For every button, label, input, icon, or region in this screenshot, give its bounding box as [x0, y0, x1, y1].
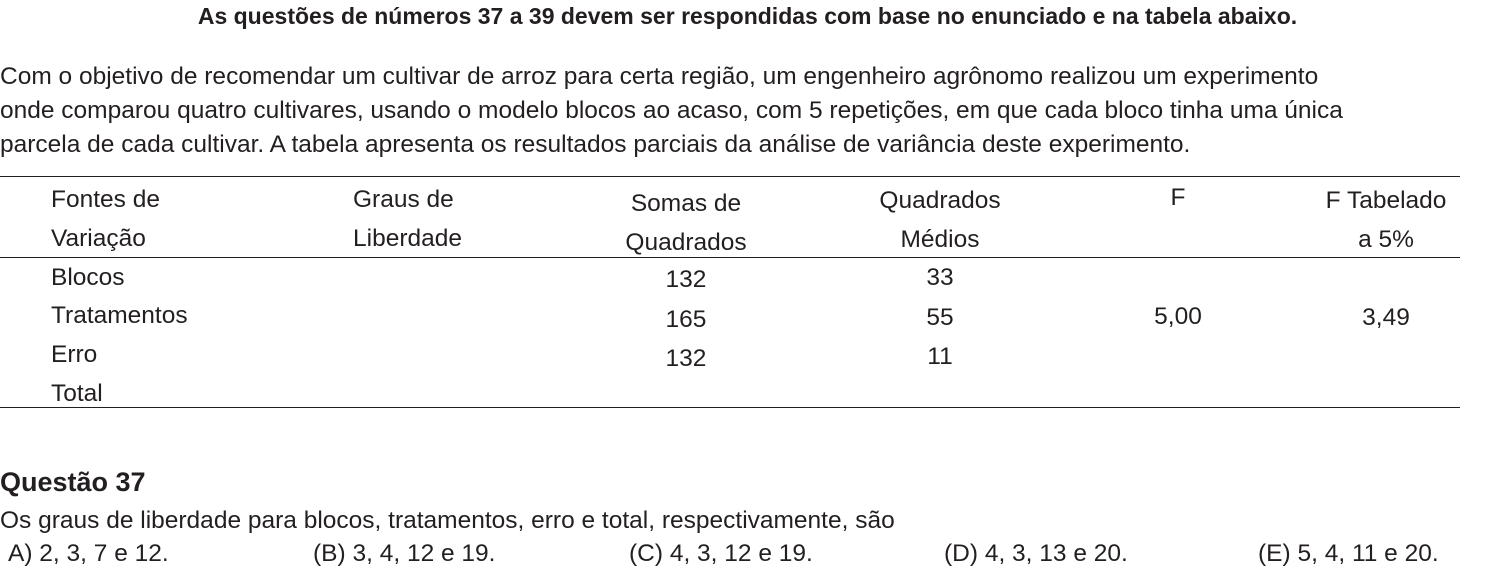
header-somas-line1: Somas de: [630, 190, 742, 217]
header-somas-line2: Quadrados: [625, 229, 747, 256]
table-header-rule: [0, 257, 1460, 258]
option-d[interactable]: (D) 4, 3, 13 e 20.: [944, 540, 1128, 567]
table-top-rule: [0, 176, 1460, 177]
header-fontes-line2: Variação: [51, 225, 146, 252]
header-ftab-line2: a 5%: [1358, 226, 1414, 253]
option-b[interactable]: (B) 3, 4, 12 e 19.: [313, 540, 496, 567]
question-text: Os graus de liberdade para blocos, trata…: [0, 507, 895, 534]
option-e[interactable]: (E) 5, 4, 11 e 20.: [1258, 540, 1439, 567]
intro-line-3: parcela de cada cultivar. A tabela apres…: [0, 131, 1191, 158]
question-title: Questão 37: [0, 467, 146, 497]
table-bottom-rule: [0, 407, 1460, 408]
row-tratamentos-f: 5,00: [1154, 303, 1202, 330]
row-tratamentos-fonte: Tratamentos: [51, 302, 188, 329]
row-tratamentos-somas: 165: [665, 306, 707, 333]
header-ftab-line1: F Tabelado: [1325, 187, 1447, 214]
row-blocos-quadrados: 33: [926, 264, 954, 291]
row-total-fonte: Total: [51, 380, 103, 407]
row-erro-somas: 132: [665, 345, 707, 372]
header-graus-line1: Graus de: [353, 186, 454, 213]
row-tratamentos-quadrados: 55: [926, 304, 954, 331]
header-fontes-line1: Fontes de: [51, 186, 160, 213]
section-header: As questões de números 37 a 39 devem ser…: [197, 3, 1298, 29]
row-blocos-fonte: Blocos: [51, 264, 125, 291]
row-tratamentos-ftab: 3,49: [1362, 304, 1410, 331]
option-c[interactable]: (C) 4, 3, 12 e 19.: [629, 540, 813, 567]
row-blocos-somas: 132: [665, 266, 707, 293]
header-quadrados-line2: Médios: [900, 226, 980, 253]
row-erro-quadrados: 11: [927, 343, 953, 370]
row-erro-fonte: Erro: [51, 341, 98, 368]
header-graus-line2: Liberdade: [353, 225, 462, 252]
header-f: F: [1170, 184, 1186, 211]
intro-line-1: Com o objetivo de recomendar um cultivar…: [0, 63, 1319, 90]
option-a[interactable]: A) 2, 3, 7 e 12.: [8, 540, 169, 567]
header-quadrados-line1: Quadrados: [879, 187, 1001, 214]
intro-line-2: onde comparou quatro cultivares, usando …: [0, 97, 1343, 124]
